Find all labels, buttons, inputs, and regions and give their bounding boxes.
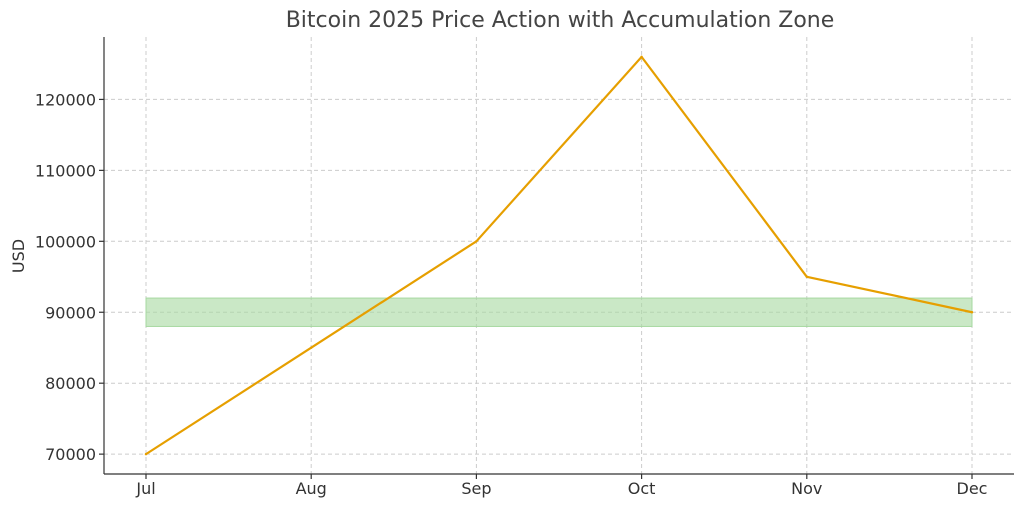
grid — [104, 37, 1014, 474]
price-point — [805, 275, 808, 278]
price-line — [144, 55, 974, 456]
y-tick-label: 100000 — [35, 232, 96, 251]
x-tick-label: Aug — [296, 479, 327, 498]
price-point — [310, 346, 313, 349]
accumulation-zone — [145, 297, 973, 327]
axes — [99, 37, 1014, 479]
x-tick-label: Nov — [791, 479, 822, 498]
tick-labels: Jul Aug Sep Oct Nov Dec 70000 80000 90000 100000 1… — [35, 90, 988, 498]
price-point — [640, 55, 643, 59]
x-tick-label: Dec — [957, 479, 988, 498]
y-tick-label: 80000 — [45, 374, 96, 393]
x-tick-label: Oct — [628, 479, 656, 498]
price-point — [144, 452, 148, 456]
y-tick-label: 120000 — [35, 90, 96, 109]
x-tick-label: Sep — [461, 479, 491, 498]
y-tick-label: 70000 — [45, 445, 96, 464]
x-tick-label: Jul — [135, 479, 155, 498]
price-point — [475, 240, 478, 243]
chart-title: Bitcoin 2025 Price Action with Accumulat… — [286, 8, 835, 33]
series-layer — [144, 55, 974, 456]
price-point — [970, 311, 974, 314]
accumulation-zone-layer — [145, 297, 973, 327]
y-axis-title: USD — [9, 239, 28, 273]
y-tick-label: 110000 — [35, 161, 96, 180]
y-tick-label: 90000 — [45, 303, 96, 322]
